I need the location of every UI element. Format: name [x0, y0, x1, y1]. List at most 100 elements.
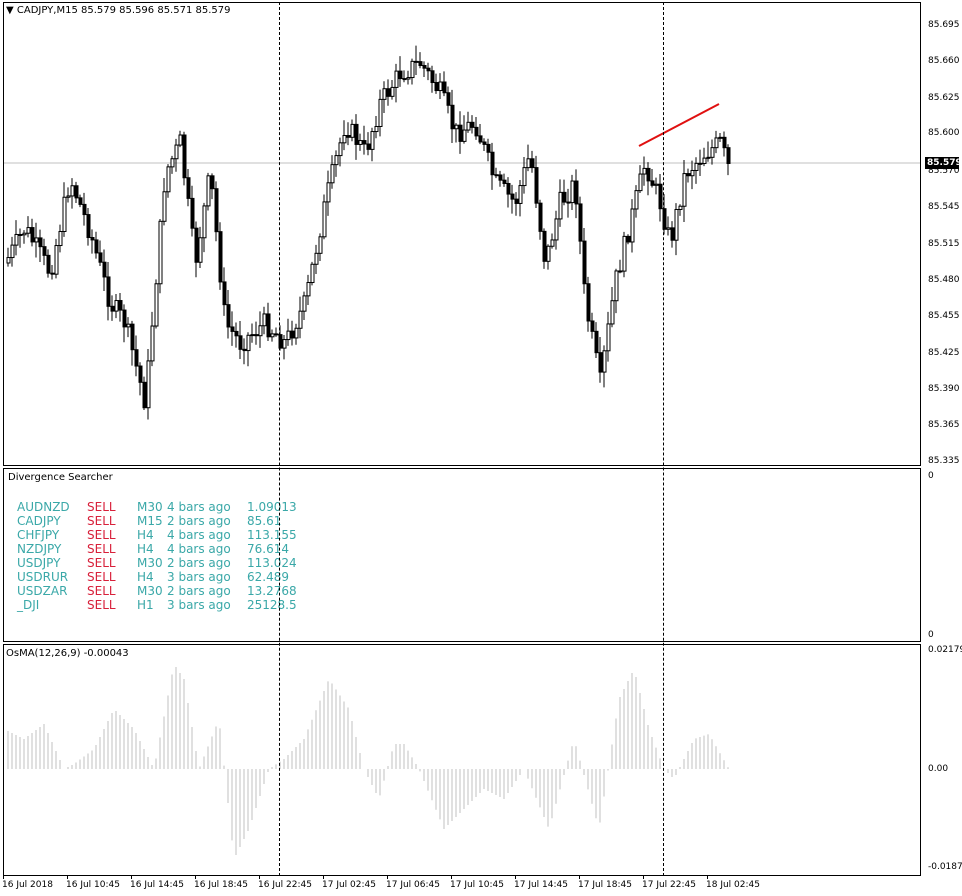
candle: [410, 58, 415, 85]
candle: [426, 62, 431, 81]
divergence-timeframe: H4: [137, 570, 154, 584]
divergence-axis-bottom: 0: [928, 630, 934, 640]
candle: [226, 289, 231, 339]
time-tick-mark: [67, 876, 68, 879]
price-tick-label: 85.335: [928, 456, 960, 466]
time-tick-mark: [387, 876, 388, 879]
divergence-signal: SELL: [87, 584, 116, 598]
candle: [710, 139, 715, 165]
time-tick-label: 16 Jul 18:45: [194, 880, 248, 890]
candle: [330, 155, 335, 189]
time-tick-label: 16 Jul 10:45: [66, 880, 120, 890]
divergence-symbol: CADJPY: [17, 514, 61, 528]
candle: [290, 320, 295, 346]
candle: [702, 147, 707, 167]
candle: [646, 162, 651, 196]
candle: [522, 157, 527, 194]
candle: [222, 267, 227, 316]
candle: [610, 286, 615, 328]
candle: [438, 73, 443, 99]
candle: [334, 150, 339, 177]
candle: [402, 70, 407, 83]
candle: [306, 274, 311, 306]
candle: [142, 376, 147, 411]
candle: [154, 279, 159, 329]
candle: [386, 79, 391, 106]
divergence-searcher-pane[interactable]: Divergence Searcher AUDNZD SELL M30 4 bars …: [3, 468, 921, 642]
time-tick-label: 17 Jul 14:45: [514, 880, 568, 890]
divergence-signal: SELL: [87, 500, 116, 514]
candle: [630, 199, 635, 253]
candle: [550, 233, 555, 249]
divergence-age: 3 bars ago: [167, 598, 231, 612]
candle: [590, 312, 595, 339]
osma-indicator-pane[interactable]: OsMA(12,26,9) -0.00043: [3, 644, 921, 876]
candle: [234, 322, 239, 348]
current-price-label: 85.579: [925, 157, 962, 169]
price-chart-pane[interactable]: ▼ CADJPY,M15 85.579 85.596 85.571 85.579: [3, 2, 921, 466]
candle: [458, 111, 463, 154]
price-tick-label: 85.695: [928, 20, 960, 30]
candle: [298, 296, 303, 339]
time-tick-label: 17 Jul 22:45: [642, 880, 696, 890]
candle: [282, 334, 287, 360]
candle: [150, 311, 155, 367]
candle: [374, 115, 379, 139]
candle: [194, 221, 199, 278]
divergence-age: 4 bars ago: [167, 542, 231, 556]
time-tick-label: 16 Jul 22:45: [258, 880, 312, 890]
candle: [406, 70, 411, 85]
candle: [586, 276, 591, 332]
divergence-timeframe: M30: [137, 556, 163, 570]
candle: [262, 306, 267, 335]
candle: [658, 174, 663, 222]
candle: [98, 240, 103, 267]
candle: [182, 131, 187, 186]
divergence-symbol: _DJI: [17, 598, 40, 612]
candle: [218, 222, 223, 290]
candle: [466, 111, 471, 133]
candle: [34, 222, 39, 258]
time-tick-label: 17 Jul 10:45: [450, 880, 504, 890]
candle: [22, 230, 27, 244]
chart-title-text: CADJPY,M15 85.579 85.596 85.571 85.579: [16, 5, 231, 16]
price-tick-label: 85.425: [928, 348, 960, 358]
candle: [570, 174, 575, 210]
divergence-age: 2 bars ago: [167, 584, 231, 598]
divergence-age: 4 bars ago: [167, 500, 231, 514]
candle: [686, 168, 691, 183]
price-tick-label: 85.600: [928, 128, 960, 138]
candle: [634, 185, 639, 218]
candle: [358, 133, 363, 151]
time-tick-mark: [451, 876, 452, 879]
price-tick-label: 85.365: [928, 420, 960, 430]
candle: [26, 216, 31, 238]
candle: [498, 170, 503, 187]
divergence-timeframe: M30: [137, 584, 163, 598]
candle: [266, 302, 271, 341]
candle: [70, 178, 75, 209]
divergence-signal: SELL: [87, 542, 116, 556]
divergence-timeframe: H4: [137, 528, 154, 542]
price-tick-label: 85.570: [928, 166, 960, 176]
candle: [210, 173, 215, 200]
candle: [694, 157, 699, 184]
candle: [122, 304, 127, 343]
time-tick-label: 17 Jul 02:45: [322, 880, 376, 890]
candle: [30, 218, 35, 247]
candle: [10, 236, 15, 267]
candle: [274, 327, 279, 337]
divergence-title: Divergence Searcher: [8, 472, 113, 483]
candle: [354, 114, 359, 160]
candle: [554, 210, 559, 250]
period-separator: [663, 2, 664, 876]
candle: [510, 184, 515, 214]
price-tick-label: 85.455: [928, 311, 960, 321]
candle: [370, 127, 375, 162]
divergence-value: 25128.5: [247, 598, 297, 612]
divergence-symbol: USDRUR: [17, 570, 69, 584]
collapse-triangle-icon[interactable]: ▼: [6, 5, 14, 16]
divergence-timeframe: H1: [137, 598, 154, 612]
candle: [170, 155, 175, 174]
candle: [42, 238, 47, 266]
